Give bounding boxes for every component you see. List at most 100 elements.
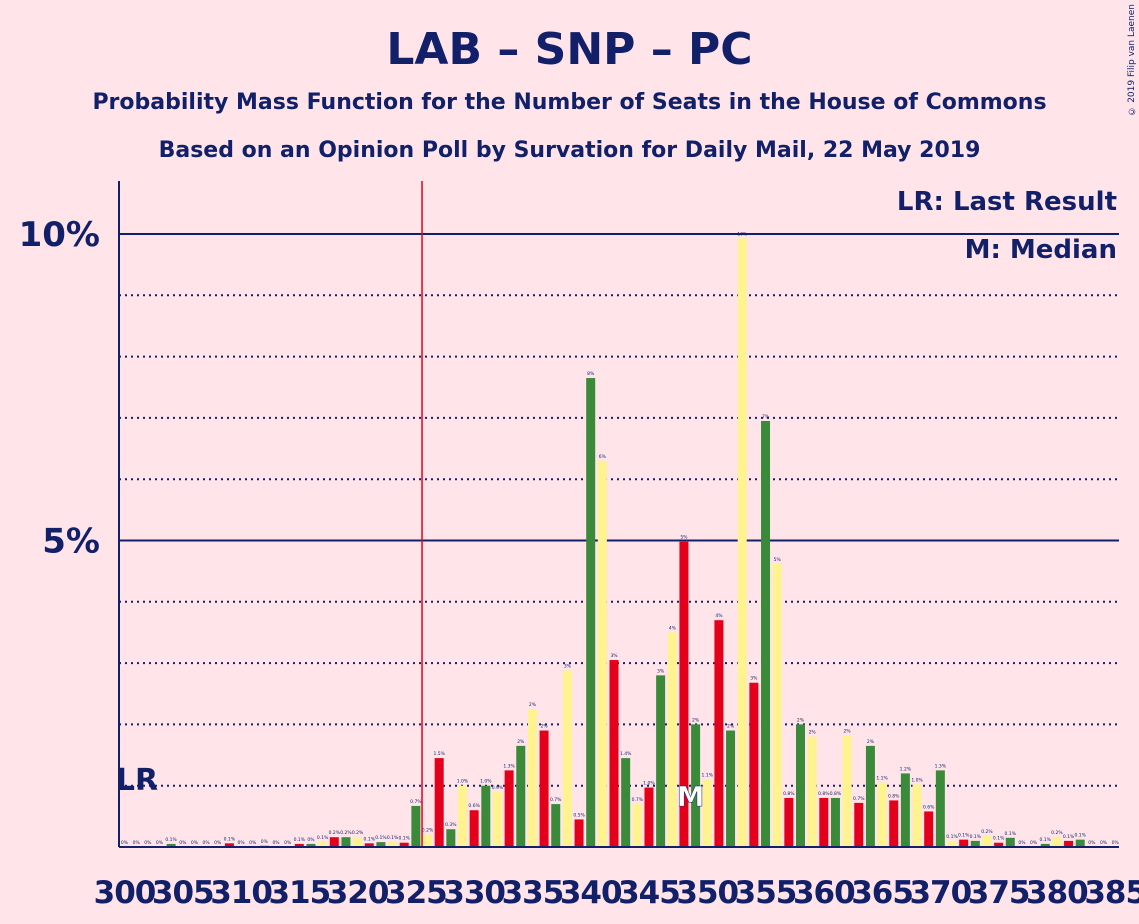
data-label: 2%: [797, 717, 805, 723]
data-label: 7%: [762, 414, 770, 420]
bar: [469, 810, 479, 847]
x-tick-label: 335: [502, 875, 564, 911]
data-label: 0%: [133, 840, 141, 846]
data-label: 0.1%: [958, 833, 970, 839]
data-label: 1.1%: [702, 773, 714, 779]
data-label: 0.1%: [1063, 834, 1075, 840]
bar: [924, 811, 934, 847]
y-tick-label: 5%: [42, 522, 100, 562]
data-label: 0.8%: [888, 793, 900, 799]
bar: [679, 541, 689, 847]
bar: [376, 842, 386, 847]
data-label: 0.1%: [364, 836, 376, 842]
data-label: 3%: [750, 676, 758, 682]
bar: [772, 563, 782, 847]
data-label: 0%: [261, 839, 269, 845]
data-label: 0%: [1100, 840, 1108, 846]
x-tick-label: 340: [560, 875, 622, 911]
data-label: 0.1%: [317, 835, 329, 841]
data-label: 0%: [144, 840, 152, 846]
data-label: 0.7%: [410, 799, 422, 805]
bar: [749, 682, 759, 847]
x-tick-label: 360: [793, 875, 855, 911]
bar: [224, 843, 234, 847]
data-label: 1.5%: [433, 751, 445, 757]
bar: [912, 784, 922, 847]
bar: [353, 837, 363, 847]
data-label: 0%: [179, 840, 187, 846]
data-label: 0%: [121, 840, 129, 846]
bar: [935, 770, 945, 847]
data-label: 0.1%: [224, 836, 236, 842]
data-label: 0.1%: [993, 836, 1005, 842]
y-tick-label: 10%: [19, 215, 100, 255]
bar: [970, 840, 980, 847]
data-label: 0.1%: [375, 835, 387, 841]
bar: [691, 724, 701, 847]
data-label: 0%: [156, 840, 164, 846]
bar: [457, 785, 467, 847]
data-label: 1.0%: [911, 777, 923, 783]
data-label: 3%: [657, 668, 665, 674]
data-label: 0.8%: [830, 791, 842, 797]
data-label: 2%: [867, 739, 875, 745]
bar: [294, 843, 304, 847]
bar: [306, 843, 316, 847]
bar: [586, 378, 596, 847]
data-label: 0.6%: [468, 803, 480, 809]
data-label: 0.1%: [1005, 831, 1017, 837]
data-label: 0%: [203, 840, 211, 846]
x-tick-label: 370: [909, 875, 971, 911]
data-label: 0.6%: [923, 804, 935, 810]
bar: [632, 804, 642, 847]
bar: [714, 620, 724, 847]
data-label: 10%: [737, 231, 748, 237]
bar: [819, 797, 829, 847]
data-label: 0.7%: [550, 797, 562, 803]
x-tick-label: 355: [735, 875, 797, 911]
bar: [597, 460, 607, 847]
data-label: 3%: [564, 663, 572, 669]
bar: [854, 802, 864, 847]
data-label: 0%: [1112, 840, 1120, 846]
data-label: 0.1%: [946, 834, 958, 840]
last-result-marker: LR: [116, 763, 158, 798]
bar: [434, 758, 444, 847]
data-label: 0.1%: [165, 837, 177, 843]
bar: [807, 736, 817, 847]
data-label: 2%: [809, 730, 817, 736]
bar: [1052, 837, 1062, 847]
bar: [865, 745, 875, 847]
x-tick-label: 350: [676, 875, 738, 911]
bar: [842, 735, 852, 847]
chart-subtitle: Probability Mass Function for the Number…: [92, 90, 1047, 115]
bar: [539, 730, 549, 847]
data-label: 0.2%: [340, 830, 352, 836]
data-label: 4%: [669, 625, 677, 631]
bar: [364, 843, 374, 847]
bar: [329, 837, 339, 847]
bar: [784, 797, 794, 847]
data-label: 2%: [727, 724, 735, 730]
data-label: 1.1%: [876, 776, 888, 782]
data-label: 0.5%: [573, 812, 585, 818]
bar: [423, 834, 433, 847]
bar: [726, 730, 736, 847]
bar: [492, 791, 502, 847]
x-tick-label: 345: [618, 875, 680, 911]
data-label: 0.7%: [853, 796, 865, 802]
chart-title: LAB – SNP – PC: [386, 24, 753, 75]
data-label: 0.7%: [632, 797, 644, 803]
x-tick-label: 380: [1026, 875, 1088, 911]
data-label: 0.1%: [387, 835, 399, 841]
data-label: 0.2%: [981, 829, 993, 835]
bar: [994, 842, 1004, 847]
bar: [1040, 843, 1050, 847]
bar: [877, 782, 887, 847]
bar: [562, 670, 572, 847]
data-label: 1.3%: [935, 763, 947, 769]
bar: [446, 829, 456, 847]
bar: [1064, 840, 1074, 847]
bar: [516, 745, 526, 847]
x-tick-label: 315: [268, 875, 330, 911]
